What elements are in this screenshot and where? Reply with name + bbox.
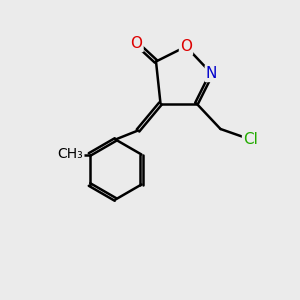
Text: O: O <box>130 36 142 51</box>
Text: Cl: Cl <box>243 132 258 147</box>
Text: N: N <box>206 66 217 81</box>
Text: O: O <box>180 39 192 54</box>
Text: CH₃: CH₃ <box>58 148 83 161</box>
